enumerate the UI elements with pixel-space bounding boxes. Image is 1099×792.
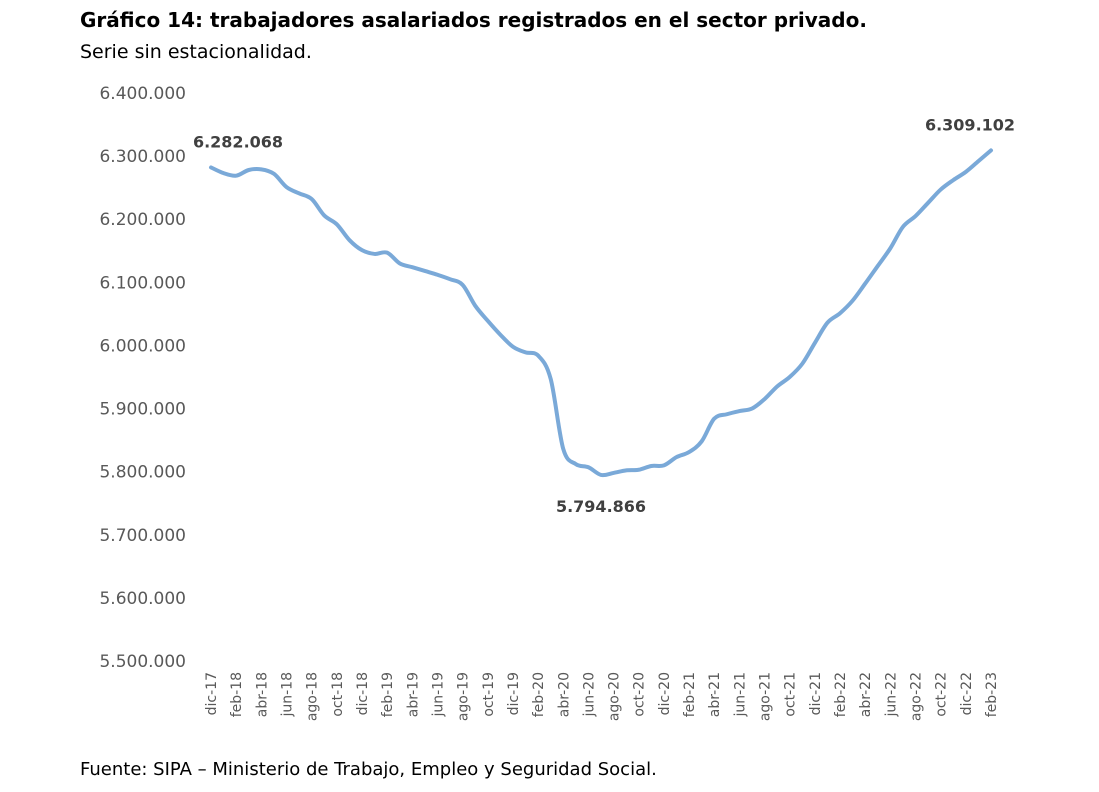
x-tick-label: jun-18: [279, 672, 295, 718]
source-note: Fuente: SIPA – Ministerio de Trabajo, Em…: [80, 759, 657, 780]
x-tick-label: dic-18: [355, 672, 371, 715]
x-tick-label: jun-19: [430, 672, 446, 718]
x-tick-label: feb-23: [984, 672, 1000, 717]
x-tick-label: oct-21: [783, 672, 799, 717]
y-tick-label: 5.900.000: [99, 400, 186, 420]
x-axis: dic-17 feb-18 abr-18 jun-18 ago-18 oct-18 dic-…: [204, 672, 1000, 721]
series-line: [209, 148, 993, 478]
x-tick-label: ago-22: [909, 672, 925, 721]
x-tick-label: ago-20: [607, 672, 623, 721]
x-tick-label: abr-20: [556, 672, 572, 717]
y-tick-label: 5.500.000: [99, 652, 186, 672]
x-tick-label: jun-20: [581, 672, 597, 718]
x-tick-label: dic-20: [657, 672, 673, 715]
x-tick-label: abr-19: [405, 672, 421, 717]
chart-title: Gráfico 14: trabajadores asalariados reg…: [80, 8, 867, 32]
y-tick-label: 6.000.000: [99, 336, 186, 356]
y-tick-label: 5.800.000: [99, 463, 186, 483]
y-tick-label: 6.200.000: [99, 210, 186, 230]
x-tick-label: dic-19: [506, 672, 522, 715]
x-tick-label: abr-21: [707, 672, 723, 717]
x-tick-label: feb-18: [229, 672, 245, 717]
x-tick-label: oct-22: [934, 672, 950, 717]
x-tick-label: dic-17: [204, 672, 220, 715]
x-tick-label: feb-22: [833, 672, 849, 717]
x-tick-label: jun-21: [732, 672, 748, 718]
y-tick-label: 5.700.000: [99, 526, 186, 546]
x-tick-label: oct-19: [481, 672, 497, 717]
x-tick-label: oct-18: [330, 672, 346, 717]
y-tick-label: 6.300.000: [99, 147, 186, 167]
y-tick-label: 6.100.000: [99, 273, 186, 293]
x-tick-label: feb-21: [682, 672, 698, 717]
data-labels: 6.282.068 5.794.866 6.309.102: [193, 115, 1015, 516]
series-group: [209, 148, 993, 478]
x-tick-label: jun-22: [883, 672, 899, 718]
x-tick-label: ago-21: [758, 672, 774, 721]
x-tick-label: oct-20: [632, 672, 648, 717]
y-axis: 5.500.000 5.600.000 5.700.000 5.800.000 5.90…: [99, 84, 186, 672]
x-tick-label: dic-22: [959, 672, 975, 715]
x-tick-label: feb-19: [380, 672, 396, 717]
x-tick-label: dic-21: [808, 672, 824, 715]
x-tick-label: ago-18: [305, 672, 321, 721]
data-label: 6.309.102: [925, 115, 1015, 134]
chart-subtitle: Serie sin estacionalidad.: [80, 41, 312, 63]
y-tick-label: 6.400.000: [99, 84, 186, 104]
x-tick-label: feb-20: [531, 672, 547, 717]
y-tick-label: 5.600.000: [99, 589, 186, 609]
x-tick-label: abr-18: [254, 672, 270, 717]
x-tick-label: abr-22: [858, 672, 874, 717]
data-label: 6.282.068: [193, 132, 283, 151]
x-tick-label: ago-19: [456, 672, 472, 721]
data-label: 5.794.866: [556, 497, 646, 516]
